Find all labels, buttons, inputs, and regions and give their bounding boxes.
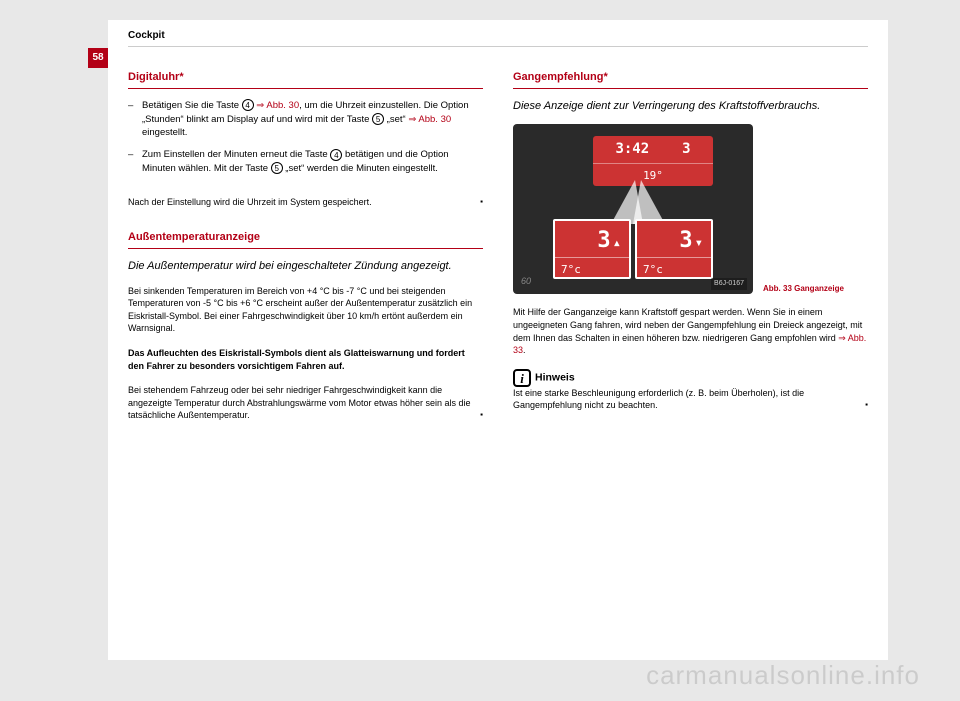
dashboard-display: 3:42 3 19° [593, 136, 713, 186]
header-title: Cockpit [128, 30, 165, 41]
section-title-aussentemp: Außentemperaturanzeige [128, 230, 483, 249]
ref-link: ⇒ Abb. 30 [254, 100, 299, 111]
end-mark-icon: ▪ [480, 196, 483, 207]
end-mark-icon: ▪ [865, 399, 868, 410]
zoom-panel-right: 3 7°c [635, 219, 713, 279]
gauge-label: 60 [521, 275, 531, 288]
figure-image: 3:42 3 19° 3 7°c 3 [513, 124, 753, 294]
bullet-text: Betätigen Sie die Taste 4 ⇒ Abb. 30, um … [142, 99, 483, 140]
text: eingestellt. [142, 127, 187, 138]
text: „set“ werden die Minuten eingestellt. [283, 163, 438, 174]
text: Betätigen Sie die Taste [142, 100, 242, 111]
note-text: Nach der Einstellung wird die Uhrzeit im… [128, 196, 483, 209]
zoom-cone-right [633, 180, 665, 224]
paragraph-bold: Das Aufleuchten des Eiskristall-Symbols … [128, 347, 483, 372]
key-4-icon: 4 [242, 99, 254, 111]
text: „set“ [384, 114, 408, 125]
key-5-icon: 5 [271, 162, 283, 174]
bullet-1: – Betätigen Sie die Taste 4 ⇒ Abb. 30, u… [128, 99, 483, 140]
header-rule [128, 46, 868, 47]
key-4-icon: 4 [330, 149, 342, 161]
bullet-dash: – [128, 99, 142, 140]
bullet-text: Zum Einstellen der Minuten erneut die Ta… [142, 148, 483, 176]
hinweis-text: Ist eine starke Beschleunigung erforderl… [513, 387, 868, 412]
bullet-2: – Zum Einstellen der Minuten erneut die … [128, 148, 483, 176]
display-gear: 3 [682, 139, 690, 159]
paragraph: Bei stehendem Fahrzeug oder bei sehr nie… [128, 384, 483, 422]
section-title-digitaluhr: Digitaluhr* [128, 70, 483, 89]
content-columns: Digitaluhr* – Betätigen Sie die Taste 4 … [128, 70, 868, 422]
zoom-gear-down: 3 [637, 221, 711, 258]
section-title-gangempfehlung: Gangempfehlung* [513, 70, 868, 89]
watermark: carmanualsonline.info [646, 660, 920, 691]
info-icon: i [513, 369, 531, 387]
zoom-panel-left: 3 7°c [553, 219, 631, 279]
figure-id: B6J-0167 [711, 278, 747, 290]
intro-text: Die Außentemperatur wird bei eingeschalt… [128, 259, 483, 274]
display-time: 3:42 [615, 139, 649, 159]
zoom-temp: 7°c [637, 258, 711, 278]
intro-text: Diese Anzeige dient zur Verringerung des… [513, 99, 868, 114]
zoom-temp: 7°c [555, 258, 629, 278]
page: Cockpit Digitaluhr* – Betätigen Sie die … [108, 20, 888, 660]
right-column: Gangempfehlung* Diese Anzeige dient zur … [513, 70, 868, 422]
zoom-gear-up: 3 [555, 221, 629, 258]
hinweis-label: Hinweis [535, 371, 575, 383]
bullet-dash: – [128, 148, 142, 176]
ref-link: ⇒ Abb. 30 [408, 114, 451, 125]
figure-33: 3:42 3 19° 3 7°c 3 [513, 124, 868, 294]
figure-caption: Abb. 33 Ganganzeige [763, 283, 844, 295]
text: Zum Einstellen der Minuten erneut die Ta… [142, 149, 330, 160]
paragraph: Bei sinkenden Temperaturen im Bereich vo… [128, 285, 483, 335]
paragraph: Mit Hilfe der Ganganzeige kann Kraftstof… [513, 306, 868, 356]
hinweis-heading: i Hinweis [513, 369, 868, 387]
key-5-icon: 5 [372, 113, 384, 125]
end-mark-icon: ▪ [480, 409, 483, 420]
left-column: Digitaluhr* – Betätigen Sie die Taste 4 … [128, 70, 483, 422]
page-number-tab: 58 [88, 48, 108, 68]
